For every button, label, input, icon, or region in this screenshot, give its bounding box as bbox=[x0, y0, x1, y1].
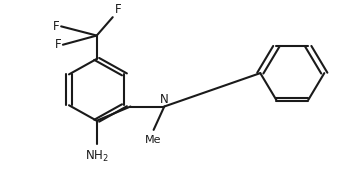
Text: F: F bbox=[55, 38, 61, 51]
Text: N: N bbox=[160, 93, 169, 106]
Text: NH$_2$: NH$_2$ bbox=[85, 149, 109, 164]
Text: F: F bbox=[115, 2, 121, 15]
Text: Me: Me bbox=[145, 135, 162, 145]
Text: F: F bbox=[53, 20, 59, 33]
